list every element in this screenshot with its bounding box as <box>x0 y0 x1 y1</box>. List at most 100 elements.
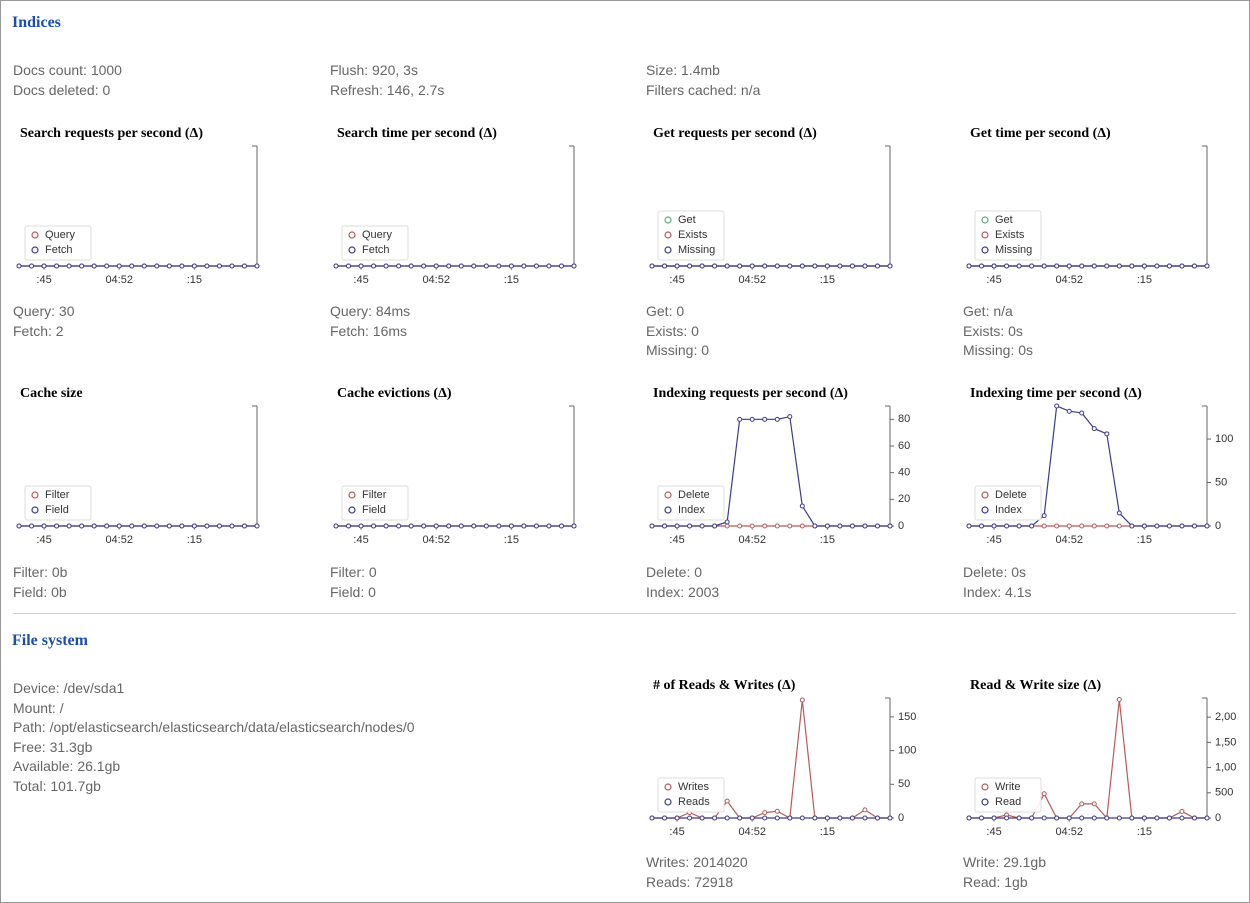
chart-title: Search time per second (Δ) <box>337 126 497 141</box>
point <box>346 263 352 269</box>
point <box>1041 523 1047 529</box>
point <box>762 263 768 269</box>
stats: Flush: 920, 3s Refresh: 146, 2.7s <box>330 61 444 100</box>
legend-marker <box>31 491 39 499</box>
point <box>966 263 972 269</box>
point <box>521 523 527 529</box>
stat-line: Free: 31.3gb <box>13 738 93 755</box>
point <box>471 263 477 269</box>
point <box>458 523 464 529</box>
point <box>396 263 402 269</box>
point <box>1054 403 1060 409</box>
point <box>749 523 755 529</box>
y-tick-label: 1,000 <box>1215 761 1236 773</box>
stat-line: Refresh: 146, 2.7s <box>330 81 445 98</box>
point <box>687 815 693 821</box>
point <box>1066 523 1072 529</box>
stat-line: Fetch: 2 <box>13 322 64 339</box>
point <box>154 523 160 529</box>
point <box>204 523 210 529</box>
point <box>558 263 564 269</box>
point <box>79 263 85 269</box>
stat-line: Field: 0b <box>13 583 67 600</box>
point <box>774 815 780 821</box>
point <box>91 263 97 269</box>
chart: Cache evictions (Δ):45 04:52:15 Filter Fiel… <box>333 386 577 546</box>
point <box>1141 523 1147 529</box>
point <box>887 815 893 821</box>
y-tick-label: 20 <box>898 493 910 505</box>
point <box>1154 263 1160 269</box>
point <box>662 815 668 821</box>
stat-line: Write: 29.1gb <box>963 854 1047 870</box>
point <box>837 263 843 269</box>
point <box>1191 263 1197 269</box>
point <box>824 523 830 529</box>
point <box>421 523 427 529</box>
legend-marker <box>348 231 356 239</box>
x-tick-label: :45 <box>669 274 684 286</box>
stats: Size: 1.4mb Filters cached: n/a <box>646 61 760 100</box>
point <box>1066 815 1072 821</box>
stat-line: Exists: 0 <box>646 322 699 339</box>
point <box>674 263 680 269</box>
stats: Query: 84ms Fetch: 16ms <box>330 302 410 341</box>
point <box>1166 523 1172 529</box>
legend-box <box>657 777 725 813</box>
legend-box <box>974 777 1042 813</box>
legend-label: Exists <box>995 229 1025 241</box>
point <box>724 815 730 821</box>
point <box>712 263 718 269</box>
legend-label: Reads <box>678 796 710 808</box>
point <box>483 523 489 529</box>
point <box>774 523 780 529</box>
y-tick-label: 500 <box>1215 787 1233 799</box>
y-tick-label: 100 <box>1215 433 1233 445</box>
point <box>799 523 805 529</box>
legend-label: Fetch <box>45 244 73 256</box>
x-tick-label: :45 <box>669 534 684 546</box>
point <box>862 815 868 821</box>
x-tick-label: 04:52 <box>738 534 766 546</box>
point <box>1079 410 1085 416</box>
stat-line: Fetch: 16ms <box>330 322 408 339</box>
point <box>849 263 855 269</box>
separator <box>13 613 1236 614</box>
chart-title: Indexing time per second (Δ) <box>970 386 1142 401</box>
point <box>787 815 793 821</box>
point <box>254 263 260 269</box>
legend-marker <box>981 491 989 499</box>
x-tick-label: :15 <box>1137 534 1152 546</box>
stat-line: Total: 101.7gb <box>13 777 101 794</box>
point <box>1204 263 1210 269</box>
point <box>1016 815 1022 821</box>
x-tick-label: :15 <box>187 534 202 546</box>
point <box>1091 815 1097 821</box>
legend-marker <box>664 216 672 224</box>
section-title: File system <box>12 632 88 649</box>
y-tick-label: 0 <box>1215 520 1221 532</box>
point <box>458 263 464 269</box>
section-title: Indices <box>12 14 61 31</box>
point <box>762 810 768 816</box>
point <box>533 523 539 529</box>
point <box>1129 815 1135 821</box>
point <box>571 523 577 529</box>
point <box>874 263 880 269</box>
point <box>41 523 47 529</box>
point <box>1091 523 1097 529</box>
stats: Filter: 0 Field: 0 <box>330 563 377 602</box>
chart: Search requests per second (Δ):45 04:52:1… <box>16 126 260 286</box>
point <box>358 523 364 529</box>
point <box>154 263 160 269</box>
point <box>687 263 693 269</box>
x-tick-label: :15 <box>504 274 519 286</box>
stats: Get: 0 Exists: 0 Missing: 0 <box>646 302 709 361</box>
x-tick-label: :15 <box>820 826 835 838</box>
point <box>1004 815 1010 821</box>
point <box>533 263 539 269</box>
point <box>979 263 985 269</box>
x-tick-label: 04:52 <box>422 534 450 546</box>
point <box>862 807 868 813</box>
point <box>674 815 680 821</box>
